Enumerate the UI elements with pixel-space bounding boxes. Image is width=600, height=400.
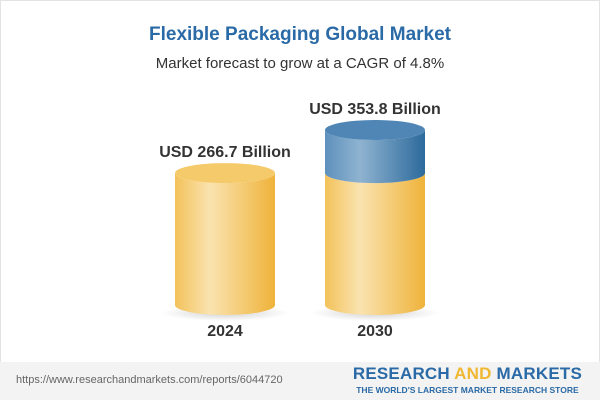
chart-title: Flexible Packaging Global Market [149,24,451,45]
cylinder-base-1 [325,173,425,315]
cylinder-top-0 [175,163,275,184]
cylinder-base-0 [175,173,275,315]
data-label-1: USD 353.8 Billion [309,101,441,118]
cylinder-top-1 [325,120,425,140]
category-label-0: 2024 [207,323,243,340]
report-url[interactable]: https://www.researchandmarkets.com/repor… [16,374,283,386]
footer: https://www.researchandmarkets.com/repor… [0,362,600,400]
cylinder-growth-1 [325,130,425,184]
research-and-markets-logo: RESEARCH AND MARKETS THE WORLD'S LARGEST… [352,364,582,395]
cylinder-chart: USD 266.7 Billion USD 353.8 Billion 2024… [159,101,441,340]
category-label-1: 2030 [357,323,393,340]
data-label-0: USD 266.7 Billion [159,144,291,161]
chart-subtitle: Market forecast to grow at a CAGR of 4.8… [155,55,445,72]
